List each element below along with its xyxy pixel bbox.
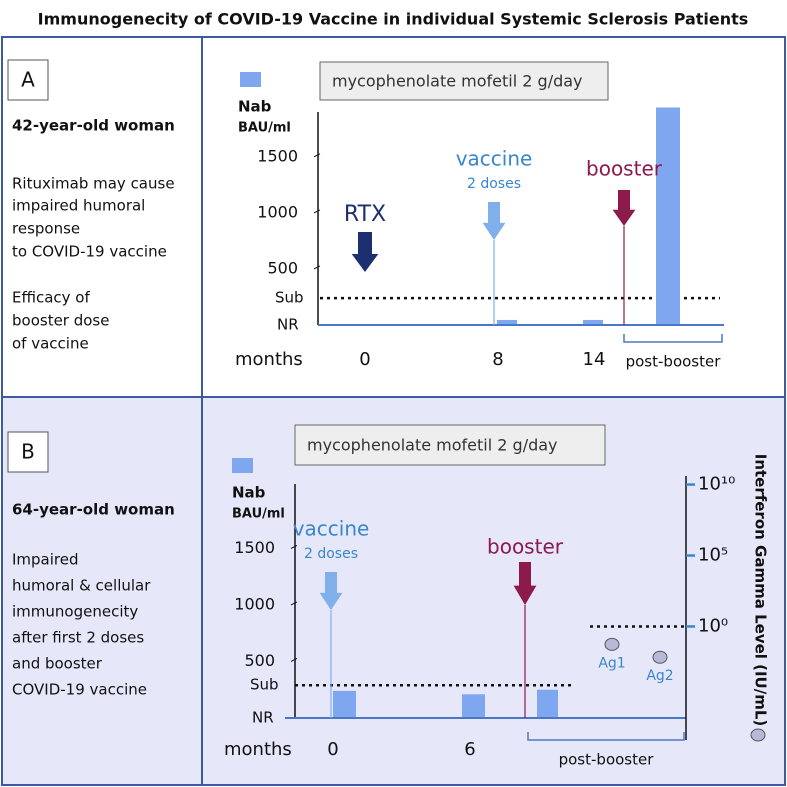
arrow <box>351 232 379 272</box>
treatment: mycophenolate mofetil 2 g/day <box>307 436 558 455</box>
bar <box>583 319 603 325</box>
event-label: RTX <box>344 202 386 227</box>
legend-swatch <box>240 72 261 87</box>
y-tick-label: 1500 <box>257 146 298 165</box>
treatment-box <box>319 61 609 101</box>
treatment-box <box>294 424 606 466</box>
event-sublabel: 2 doses <box>467 176 521 192</box>
arrow <box>482 202 506 240</box>
x-tick-label: 14 <box>583 349 606 370</box>
threshold-label: NR <box>252 709 274 727</box>
label-box <box>7 59 49 101</box>
note: of vaccine <box>12 335 89 353</box>
y-tick-label: 1000 <box>234 594 275 613</box>
note: booster dose <box>12 312 109 330</box>
y-tick <box>290 658 298 662</box>
panel-label: B <box>21 440 35 464</box>
note: COVID-19 vaccine <box>12 681 147 699</box>
span-label: post-booster <box>559 751 655 769</box>
y-tick <box>313 265 321 270</box>
event-label: vaccine <box>456 147 533 171</box>
subject: 64-year-old woman <box>12 501 175 519</box>
arrow <box>612 190 636 226</box>
event-label: vaccine <box>293 517 370 541</box>
y-tick-label: 500 <box>244 651 275 670</box>
y-unit: BAU/ml <box>232 507 285 522</box>
x-tick-label: 6 <box>464 739 475 760</box>
y-tick <box>313 153 321 158</box>
note: to COVID-19 vaccine <box>12 243 167 261</box>
note: humoral & cellular <box>12 577 151 595</box>
point-label: Ag2 <box>646 668 673 684</box>
span-bracket <box>527 732 685 741</box>
y2-legend-marker <box>750 728 766 742</box>
y2-tick-label: 10⁰ <box>698 615 728 636</box>
y-tick <box>290 544 298 549</box>
x-title: months <box>235 349 303 370</box>
subject: 42-year-old woman <box>12 117 175 135</box>
y2-tick-label: 10¹⁰ <box>698 474 735 495</box>
y-title: Nab <box>238 98 272 116</box>
threshold-label: NR <box>277 316 299 334</box>
note: Rituximab may cause <box>12 175 175 193</box>
y-tick-label: 1500 <box>234 538 275 557</box>
note: impaired humoral <box>12 197 145 215</box>
point <box>652 650 668 664</box>
y-tick-label: 1000 <box>257 202 298 221</box>
y-tick <box>290 601 298 606</box>
bar <box>656 107 680 325</box>
y-unit: BAU/ml <box>238 121 291 136</box>
note: after first 2 doses <box>12 629 144 647</box>
arrow <box>319 572 343 610</box>
note: Impaired <box>12 551 79 569</box>
y-tick <box>313 209 321 214</box>
threshold-label: Sub <box>250 676 279 694</box>
legend-swatch <box>232 458 253 473</box>
bar <box>497 319 517 325</box>
arrow <box>513 562 537 605</box>
point <box>604 637 620 651</box>
note: immunogenecity <box>12 603 138 621</box>
bar <box>333 690 356 718</box>
note: response <box>12 220 80 238</box>
note: and booster <box>12 655 103 673</box>
bar <box>462 694 485 718</box>
threshold-label: Sub <box>275 289 304 307</box>
note: Efficacy of <box>12 289 90 307</box>
panel-label: A <box>21 68 35 92</box>
y2-title: Interferon Gamma Level (IU/mL) <box>752 454 770 727</box>
y2-tick-label: 10⁵ <box>698 545 728 566</box>
x-tick-label: 8 <box>492 349 503 370</box>
treatment: mycophenolate mofetil 2 g/day <box>332 72 583 91</box>
y-tick-label: 500 <box>267 258 298 277</box>
event-sublabel: 2 doses <box>304 546 358 562</box>
y-title: Nab <box>232 484 266 502</box>
span-bracket <box>623 334 723 343</box>
span-label: post-booster <box>626 353 722 371</box>
x-tick-label: 0 <box>359 349 370 370</box>
bar <box>537 689 558 718</box>
event-label: booster <box>586 157 663 181</box>
point-label: Ag1 <box>598 655 625 671</box>
title: Immunogenecity of COVID-19 Vaccine in in… <box>38 10 749 29</box>
x-tick-label: 0 <box>327 739 338 760</box>
x-title: months <box>224 739 292 760</box>
event-label: booster <box>487 535 564 559</box>
label-box <box>7 431 49 473</box>
